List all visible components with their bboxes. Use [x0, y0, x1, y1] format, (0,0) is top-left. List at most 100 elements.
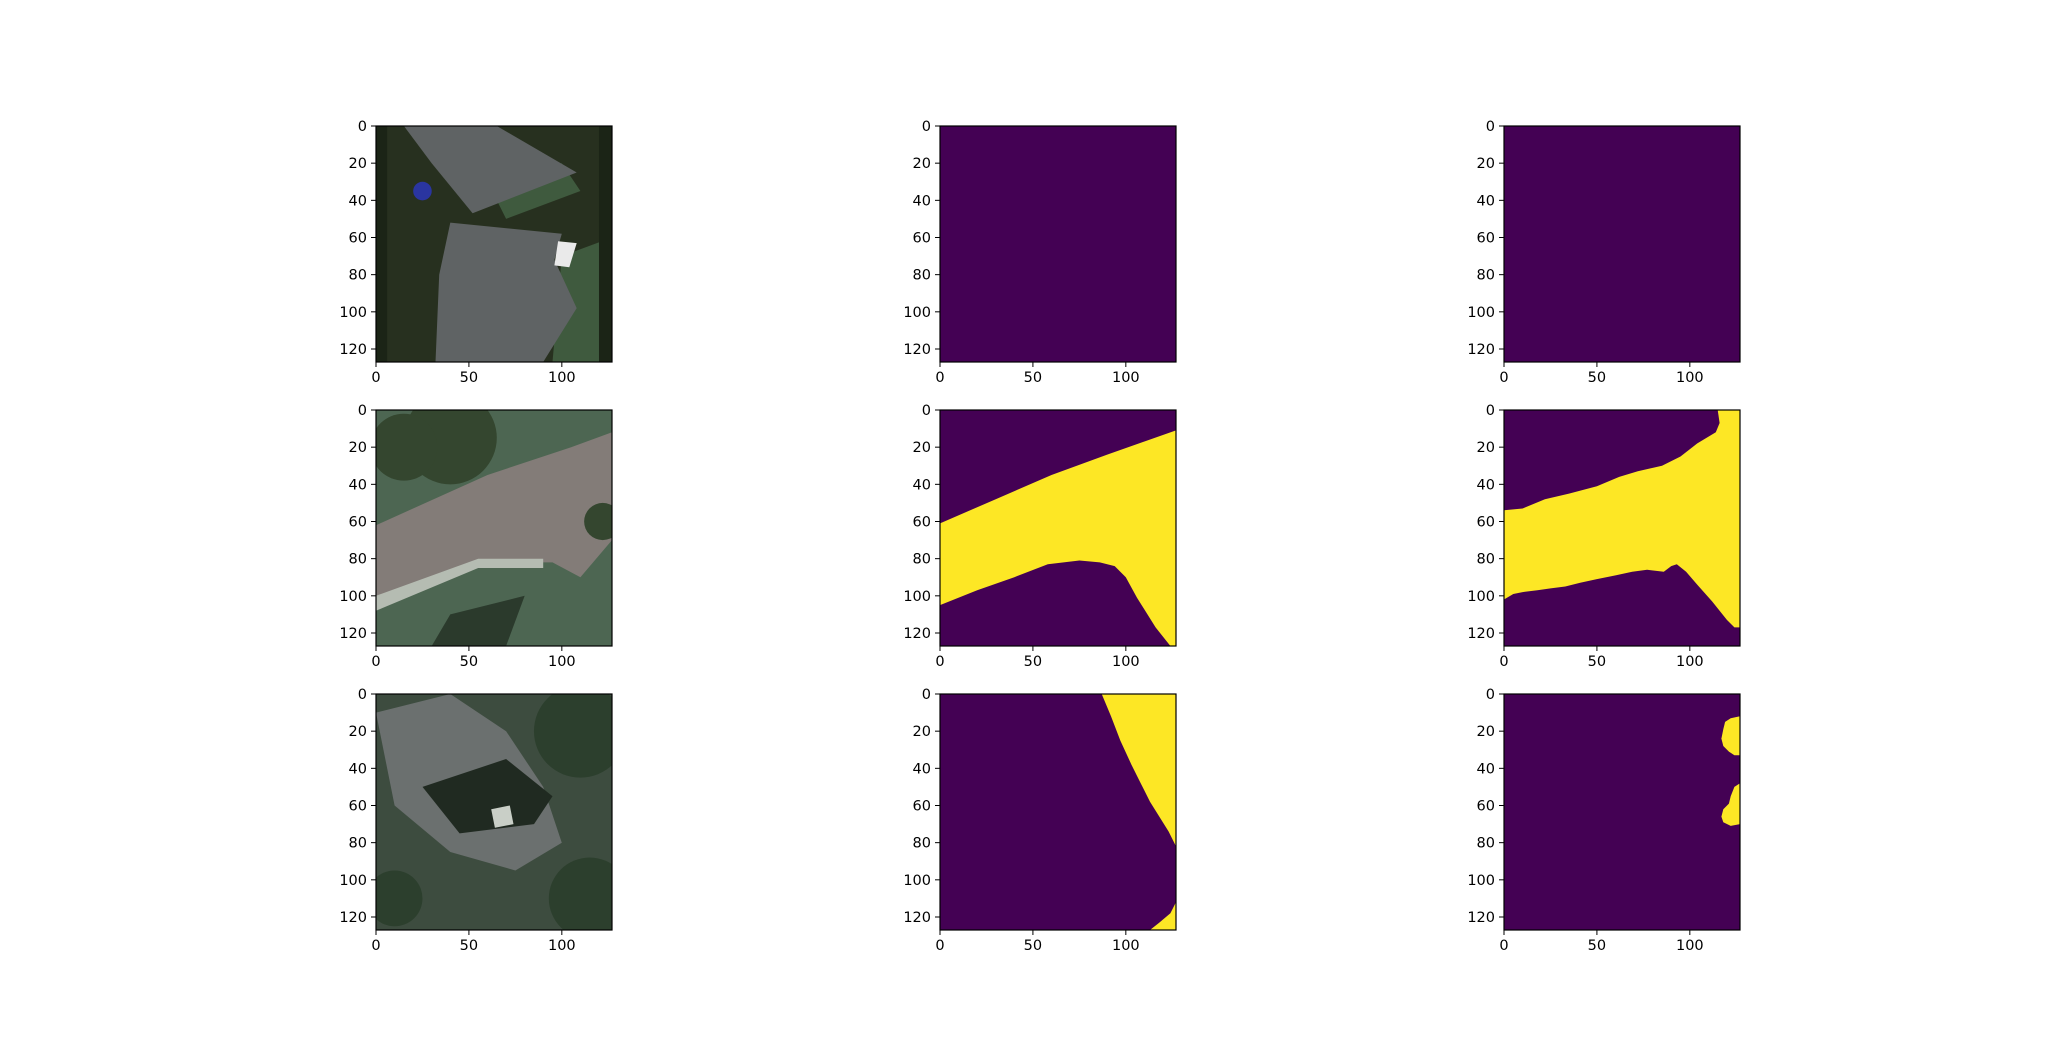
roof-shadow — [422, 759, 553, 834]
y-tick-label: 100 — [1467, 589, 1495, 605]
y-tick-label: 100 — [339, 305, 367, 321]
y-tick-label: 120 — [1467, 342, 1495, 358]
x-tick-label: 100 — [1112, 370, 1140, 386]
panel-1-0: 0 50 100 0 20 40 60 80 100 120 — [339, 403, 613, 670]
y-tick-label: 120 — [1467, 626, 1495, 642]
image-area — [1504, 410, 1740, 646]
x-tick-label: 0 — [1499, 654, 1508, 670]
mask-background — [1504, 126, 1740, 362]
axes-frame — [1503, 409, 1741, 647]
axes-frame — [939, 409, 1177, 647]
y-tick-label: 20 — [913, 156, 931, 172]
panel-0-2: 0 50 100 0 20 40 60 80 100 120 — [1467, 119, 1741, 386]
y-tick-label: 80 — [349, 836, 367, 852]
panel-2-0: 0 50 100 0 20 40 60 80 100 120 — [339, 687, 613, 954]
y-tick-label: 100 — [903, 873, 931, 889]
mask-region-1 — [1721, 783, 1740, 826]
y-tick-label: 80 — [1477, 552, 1495, 568]
x-tick-label: 50 — [1024, 654, 1042, 670]
y-tick-label: 20 — [1477, 440, 1495, 456]
y-tick-label: 0 — [1486, 403, 1495, 419]
y-tick-label: 60 — [913, 514, 931, 530]
y-tick-label: 40 — [1477, 193, 1495, 209]
x-tick-label: 50 — [1588, 654, 1606, 670]
lawn — [552, 237, 612, 362]
tree — [376, 413, 438, 481]
y-tick-label: 100 — [339, 873, 367, 889]
x-tick-label: 50 — [1024, 370, 1042, 386]
axes-frame — [939, 693, 1177, 931]
y-tick-label: 0 — [922, 403, 931, 419]
y-tick-label: 120 — [339, 910, 367, 926]
y-tick-label: 120 — [339, 626, 367, 642]
y-tick-label: 40 — [349, 193, 367, 209]
y-tick-label: 80 — [1477, 836, 1495, 852]
panel-2-2: 0 50 100 0 20 40 60 80 100 120 — [1467, 687, 1741, 954]
x-tick-label: 0 — [371, 370, 380, 386]
x-tick-label: 0 — [1499, 938, 1508, 954]
curb — [376, 558, 544, 611]
road — [376, 432, 612, 600]
x-tick-label: 100 — [1676, 654, 1704, 670]
panel-1-2: 0 50 100 0 20 40 60 80 100 120 — [1467, 403, 1741, 670]
x-tick-label: 0 — [371, 654, 380, 670]
y-tick-label: 40 — [913, 477, 931, 493]
x-tick-label: 100 — [548, 654, 576, 670]
y-tick-label: 20 — [349, 724, 367, 740]
y-tick-label: 60 — [1477, 798, 1495, 814]
y-tick-label: 40 — [349, 761, 367, 777]
y-tick-label: 120 — [903, 342, 931, 358]
x-tick-label: 100 — [1112, 654, 1140, 670]
y-tick-label: 60 — [913, 798, 931, 814]
y-tick-label: 80 — [1477, 268, 1495, 284]
axes-frame — [375, 409, 613, 647]
image-area — [376, 410, 612, 646]
x-tick-label: 100 — [548, 938, 576, 954]
image-area — [1504, 126, 1740, 362]
y-tick-label: 100 — [339, 589, 367, 605]
mask-region-0 — [1504, 410, 1740, 628]
shadow — [431, 595, 525, 646]
panel-2-1: 0 50 100 0 20 40 60 80 100 120 — [903, 687, 1177, 954]
y-tick-label: 20 — [1477, 724, 1495, 740]
image-area — [940, 126, 1176, 362]
tree-strip — [598, 126, 612, 362]
x-tick-label: 100 — [1676, 370, 1704, 386]
y-tick-label: 100 — [903, 589, 931, 605]
tree — [533, 694, 612, 778]
x-tick-label: 100 — [548, 370, 576, 386]
mask-region-0 — [1101, 694, 1176, 847]
x-tick-label: 50 — [460, 938, 478, 954]
car — [413, 181, 432, 201]
y-tick-label: 120 — [339, 342, 367, 358]
x-tick-label: 0 — [935, 370, 944, 386]
y-tick-label: 0 — [922, 687, 931, 703]
x-tick-label: 0 — [1499, 370, 1508, 386]
panel-0-0: 0 50 100 0 20 40 60 80 100 120 — [339, 119, 613, 386]
y-tick-label: 80 — [913, 268, 931, 284]
mask-region-0 — [1721, 716, 1740, 756]
axes-frame — [939, 125, 1177, 363]
mask-background — [1504, 694, 1740, 930]
y-tick-label: 60 — [1477, 230, 1495, 246]
y-tick-label: 60 — [349, 514, 367, 530]
x-tick-label: 0 — [935, 938, 944, 954]
roof — [435, 222, 577, 362]
panel-1-1: 0 50 100 0 20 40 60 80 100 120 — [903, 403, 1177, 670]
image-area — [940, 694, 1176, 930]
y-tick-label: 20 — [913, 724, 931, 740]
x-tick-label: 50 — [1024, 938, 1042, 954]
tree — [376, 870, 423, 927]
tree — [548, 857, 612, 930]
y-tick-label: 60 — [349, 798, 367, 814]
y-tick-label: 80 — [349, 268, 367, 284]
y-tick-label: 120 — [903, 910, 931, 926]
image-area — [1504, 694, 1740, 930]
x-tick-label: 0 — [371, 938, 380, 954]
mask-region-0 — [940, 430, 1176, 646]
y-tick-label: 40 — [1477, 761, 1495, 777]
mask-region-1 — [1150, 902, 1176, 930]
y-tick-label: 40 — [1477, 477, 1495, 493]
x-tick-label: 50 — [460, 370, 478, 386]
